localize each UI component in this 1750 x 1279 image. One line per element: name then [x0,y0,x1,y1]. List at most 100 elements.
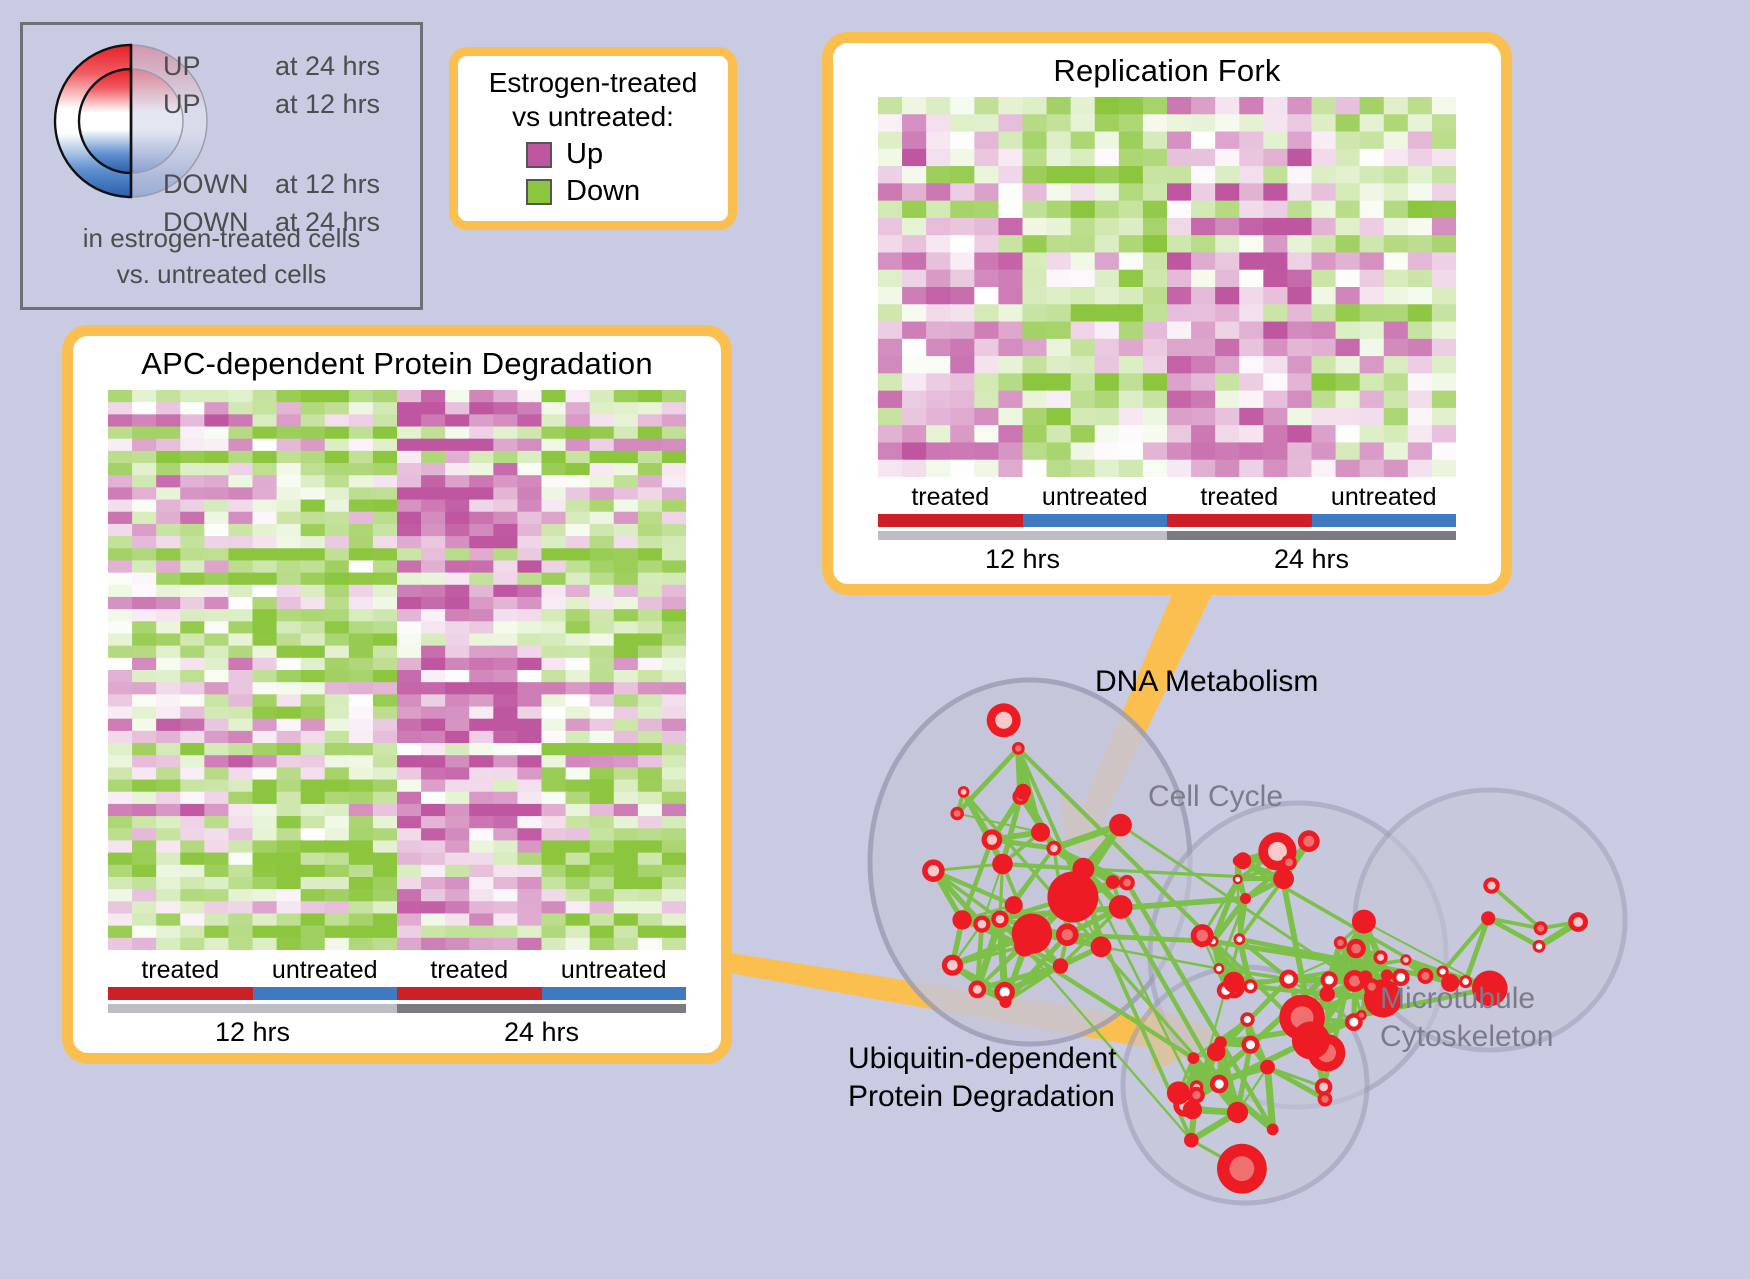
network-node[interactable] [1400,954,1412,966]
network-node[interactable] [1166,1081,1191,1105]
network-node-core [960,789,967,795]
network-node[interactable] [1346,938,1366,959]
network-node[interactable] [986,703,1021,738]
network-node[interactable] [1533,921,1548,936]
network-node[interactable] [1297,830,1320,853]
network-node[interactable] [1182,1100,1202,1120]
network-node[interactable] [1243,979,1258,994]
network-node[interactable] [1234,852,1252,870]
network-node-core [1351,943,1361,954]
network-node[interactable] [994,981,1015,1003]
network-edge [1264,1063,1277,1133]
network-node[interactable] [1004,896,1023,915]
color-key-row: DOWN at 12 hrs [163,165,418,203]
network-edge [931,868,1002,922]
network-node[interactable] [1472,970,1508,1007]
network-node[interactable] [1317,1091,1333,1107]
network-edge [1463,915,1491,985]
network-node[interactable] [1459,975,1473,989]
key-direction: UP [163,88,201,119]
network-node[interactable] [1240,893,1251,904]
network-node[interactable] [1119,874,1135,891]
network-node[interactable] [1232,874,1243,885]
network-node[interactable] [1190,924,1214,948]
network-node[interactable] [1441,973,1460,992]
key-time: at 12 hrs [275,88,381,119]
network-node[interactable] [941,954,963,976]
network-node[interactable] [1392,968,1410,987]
up-color-swatch [526,141,552,168]
network-node[interactable] [973,915,991,933]
network-node[interactable] [999,996,1012,1008]
network-node[interactable] [1417,968,1434,984]
network-node[interactable] [1358,970,1373,985]
network-node[interactable] [1380,969,1393,982]
network-node[interactable] [1184,1132,1199,1148]
network-graph [867,677,1628,1206]
network-node[interactable] [1241,1035,1260,1054]
network-node-core [1321,1095,1329,1103]
network-node[interactable] [1217,1143,1267,1194]
network-node[interactable] [1187,1052,1200,1064]
network-node[interactable] [1015,783,1032,800]
network-edge [1210,876,1241,945]
network-node[interactable] [1072,857,1095,880]
network-node[interactable] [950,806,964,821]
network-node[interactable] [1090,936,1112,958]
network-node[interactable] [1014,935,1036,957]
network-node[interactable] [1266,1123,1279,1136]
network-node[interactable] [1011,742,1025,755]
network-node[interactable] [1260,1059,1275,1075]
network-node[interactable] [1333,936,1347,950]
network-node[interactable] [1226,1101,1249,1123]
timepoint-bar-segment [397,1004,686,1013]
network-node[interactable] [1281,854,1297,871]
network-node[interactable] [1481,911,1496,926]
network-node-core [1367,982,1376,991]
network-node[interactable] [1319,986,1335,1002]
network-node[interactable] [992,853,1013,875]
network-node[interactable] [1568,912,1588,932]
network-node[interactable] [991,910,1009,928]
network-node[interactable] [1031,822,1050,842]
network-node[interactable] [1320,971,1338,989]
network-edge [1124,880,1276,1132]
network-node[interactable] [1532,939,1546,953]
network-node[interactable] [1047,871,1099,923]
network-node-core [1196,929,1208,942]
network-node[interactable] [1291,1021,1330,1060]
network-node[interactable] [1108,895,1133,919]
network-node[interactable] [968,980,987,999]
network-node[interactable] [1356,1009,1367,1021]
network-node[interactable] [1223,971,1245,993]
cluster-label-line2: Protein Degradation [848,1080,1115,1113]
network-node-core [1349,1017,1359,1027]
network-node[interactable] [1436,965,1449,978]
network-node[interactable] [1279,969,1299,989]
network-node-core [1050,844,1058,853]
network-node[interactable] [1209,1074,1229,1094]
network-node[interactable] [1373,950,1388,965]
network-edge [976,944,1026,991]
network-node[interactable] [1188,1086,1205,1104]
network-node[interactable] [952,910,972,930]
network-node[interactable] [1046,840,1062,856]
network-node[interactable] [1314,1078,1333,1096]
network-node[interactable] [1214,1036,1227,1049]
condition-label: treated [430,956,509,984]
network-node[interactable] [981,829,1003,851]
network-node[interactable] [1240,1012,1255,1027]
network-node[interactable] [922,859,945,882]
network-node[interactable] [1351,909,1376,934]
network-node[interactable] [1273,868,1294,890]
network-node[interactable] [1213,963,1225,975]
network-node[interactable] [1483,877,1500,894]
network-node[interactable] [1109,813,1132,837]
network-node[interactable] [957,786,970,798]
network-node-core [1229,1156,1255,1182]
network-node[interactable] [1105,875,1120,889]
network-node[interactable] [1233,933,1246,946]
legend-label-up: Up [566,138,604,170]
network-node[interactable] [1052,958,1069,974]
network-node[interactable] [1056,923,1079,946]
